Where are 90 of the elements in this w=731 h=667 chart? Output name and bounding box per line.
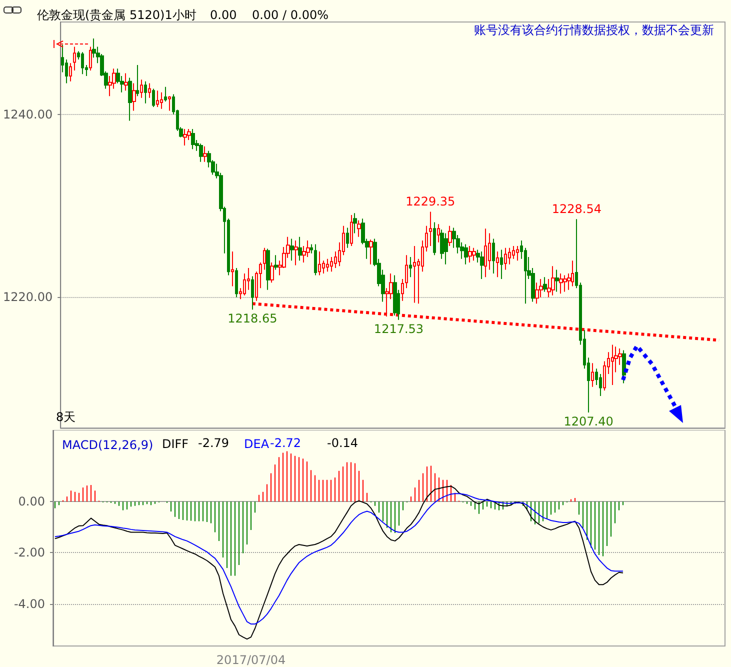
candlestick	[124, 72, 128, 92]
candlestick	[496, 251, 499, 278]
candlestick	[409, 256, 412, 278]
candlestick	[480, 251, 484, 280]
annotation: 1218.65	[228, 312, 278, 326]
text: DEA	[244, 437, 270, 451]
candlestick	[132, 82, 136, 112]
candlestick	[346, 227, 349, 248]
candlestick	[516, 246, 519, 262]
candlestick	[251, 276, 254, 310]
candlestick	[235, 267, 238, 298]
candlestick	[152, 88, 155, 108]
candlestick	[492, 238, 495, 274]
annotation: 1217.53	[374, 322, 424, 336]
candlestick	[69, 62, 72, 82]
candlestick	[444, 232, 448, 265]
candlestick	[464, 244, 468, 265]
candlestick	[136, 64, 139, 97]
candlestick	[191, 128, 195, 150]
candlestick	[472, 247, 476, 262]
candlestick	[350, 214, 353, 247]
y-tick-label: 1240.00	[3, 107, 53, 122]
y-tick-label: -2.00	[14, 546, 45, 560]
candlestick	[326, 258, 329, 272]
candlestick	[429, 211, 432, 247]
text: MACD(12,26,9)	[62, 438, 154, 452]
candlestick	[413, 246, 416, 304]
candlestick	[500, 249, 503, 280]
candlestick	[310, 244, 313, 254]
candlestick	[591, 362, 594, 388]
annotation: 8天	[56, 410, 76, 424]
candlestick	[73, 46, 76, 71]
candlestick	[144, 80, 147, 104]
candlestick	[437, 224, 440, 243]
candlestick	[183, 128, 187, 146]
annotation: 1228.54	[552, 202, 602, 216]
candlestick	[263, 247, 266, 270]
candlestick	[448, 225, 452, 247]
candlestick	[543, 276, 547, 292]
candlestick	[563, 274, 567, 292]
annotation: 账号没有该合约行情数据授权，数据不会更新	[474, 23, 714, 37]
candlestick	[504, 247, 507, 270]
candlestick	[622, 350, 626, 384]
candlestick	[160, 92, 163, 110]
candlestick	[468, 246, 472, 263]
candlestick	[274, 254, 278, 270]
candlestick	[484, 228, 487, 278]
candlestick	[318, 251, 321, 276]
candlestick	[164, 86, 167, 102]
candlestick	[393, 274, 397, 316]
candlestick	[199, 143, 203, 162]
candlestick	[298, 236, 302, 262]
candlestick	[168, 96, 171, 112]
annotation: -0.14	[327, 436, 358, 450]
text: DIFF	[162, 437, 189, 451]
y-tick-label: 1220.00	[3, 290, 53, 304]
candlestick	[294, 240, 298, 266]
candlestick	[140, 79, 143, 98]
candlestick	[266, 248, 270, 290]
candlestick	[611, 344, 614, 386]
x-tick-label: 2017/07/04	[216, 653, 286, 667]
chart-subtitle: 0.00 0.00 / 0.00%	[210, 8, 328, 22]
chart-title: 伦敦金现(贵金属 5120)1小时	[37, 8, 196, 22]
annotation: -2.72	[270, 436, 302, 450]
y-tick-label: 0.00	[18, 494, 45, 509]
candlestick	[559, 272, 563, 294]
candlestick	[270, 262, 274, 284]
candlestick	[369, 239, 373, 265]
candlestick	[433, 222, 436, 256]
candlestick	[353, 212, 357, 234]
candlestick	[156, 90, 159, 108]
candlestick	[551, 266, 555, 296]
candlestick	[405, 254, 408, 289]
annotation: -2.79	[198, 436, 230, 450]
candlestick	[535, 282, 539, 304]
candlestick	[401, 278, 404, 302]
candlestick	[231, 251, 234, 287]
y-tick-label: -4.00	[14, 596, 45, 611]
candlestick	[89, 46, 92, 71]
candlestick	[357, 220, 361, 238]
annotation: 1229.35	[406, 194, 456, 209]
annotation: 1207.40	[564, 414, 614, 428]
candlestick	[81, 52, 84, 75]
candlestick	[571, 260, 574, 287]
candlestick	[148, 82, 151, 98]
candlestick	[555, 269, 559, 292]
candlestick	[203, 146, 207, 162]
candlestick	[128, 77, 132, 122]
candlestick	[314, 244, 317, 276]
candlestick	[290, 238, 294, 262]
